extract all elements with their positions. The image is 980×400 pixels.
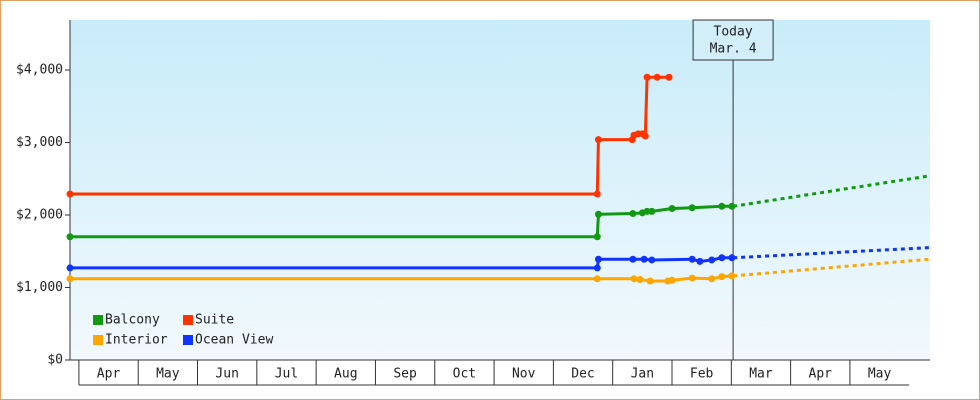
point xyxy=(718,202,726,210)
point xyxy=(665,73,673,81)
point xyxy=(643,73,651,81)
point xyxy=(594,136,602,144)
point xyxy=(593,190,601,198)
point xyxy=(668,276,676,284)
point xyxy=(718,273,726,281)
x-tick-label: Jun xyxy=(215,367,238,382)
x-tick-label: Apr xyxy=(97,367,121,382)
point xyxy=(629,210,637,218)
point xyxy=(696,257,704,265)
point xyxy=(728,272,736,280)
forecast-line xyxy=(732,257,930,278)
point xyxy=(593,233,601,241)
x-tick-label: Aug xyxy=(334,367,357,382)
today-label: Mar. 4 xyxy=(710,42,757,57)
point xyxy=(648,256,656,264)
x-tick-label: May xyxy=(156,367,180,382)
today-label: Today xyxy=(714,25,753,40)
point xyxy=(630,275,638,283)
y-tick-label: $1,000 xyxy=(16,280,63,295)
x-tick-label: Oct xyxy=(453,367,476,382)
legend-label: Balcony xyxy=(105,313,160,328)
point xyxy=(708,256,716,264)
point xyxy=(653,73,661,81)
point xyxy=(688,204,696,212)
today-box xyxy=(692,19,774,61)
y-tick-label: $4,000 xyxy=(16,63,63,78)
point xyxy=(593,275,601,283)
point xyxy=(66,264,74,272)
point xyxy=(718,254,726,262)
y-tick-label: $2,000 xyxy=(16,208,63,223)
legend-label: Ocean View xyxy=(195,333,273,348)
point xyxy=(688,274,696,282)
point xyxy=(640,255,648,263)
point xyxy=(708,275,716,283)
plot-area xyxy=(70,20,930,360)
legend-swatch xyxy=(93,335,103,345)
point xyxy=(648,207,656,215)
x-tick-label: May xyxy=(868,367,892,382)
point xyxy=(668,204,676,212)
point xyxy=(594,255,602,263)
x-tick-label: Mar xyxy=(749,367,773,382)
x-tick-label: Jul xyxy=(275,367,298,382)
y-tick-label: $0 xyxy=(47,353,63,368)
point xyxy=(593,264,601,272)
x-tick-label: Dec xyxy=(571,367,594,382)
point xyxy=(728,254,736,262)
point xyxy=(641,132,649,140)
point xyxy=(728,202,736,210)
legend-swatch xyxy=(183,315,193,325)
point xyxy=(66,233,74,241)
legend-swatch xyxy=(93,315,103,325)
point xyxy=(646,277,654,285)
forecast-line xyxy=(732,174,930,208)
point xyxy=(66,275,74,283)
x-tick-label: Apr xyxy=(809,367,833,382)
legend-swatch xyxy=(183,335,193,345)
x-tick-label: Sep xyxy=(393,367,417,382)
legend-label: Suite xyxy=(195,313,234,328)
x-tick-label: Feb xyxy=(690,367,714,382)
point xyxy=(688,255,696,263)
x-tick-label: Jan xyxy=(631,367,654,382)
y-tick-label: $3,000 xyxy=(16,135,63,150)
legend-label: Interior xyxy=(105,333,168,348)
point xyxy=(629,255,637,263)
forecast-line xyxy=(733,246,930,260)
point xyxy=(66,190,74,198)
point xyxy=(594,210,602,218)
point xyxy=(636,276,644,284)
x-tick-label: Nov xyxy=(512,367,536,382)
